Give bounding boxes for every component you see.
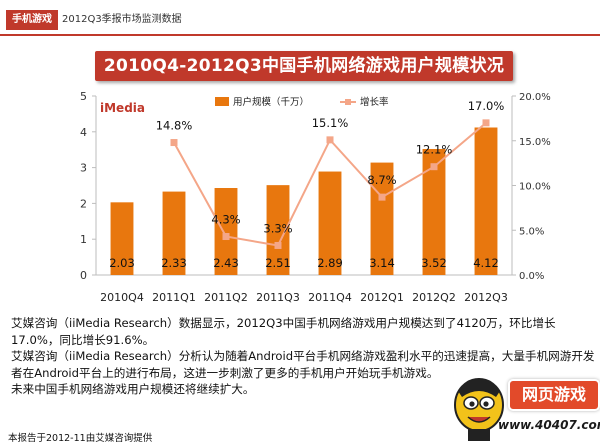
y-right-tick-label: 0.0% [519,271,544,282]
y-left-tick-label: 2 [80,197,87,210]
report-period: 2012Q3季报市场监测数据 [62,14,182,25]
y-left-tick-label: 3 [80,162,87,175]
x-tick-label: 2011Q1 [152,291,196,304]
description-paragraph-1: 艾媒咨询（iiMedia Research）数据显示，2012Q3中国手机网络游… [11,316,556,347]
legend-line-marker [345,99,351,105]
growth-rate-label: 17.0% [468,99,505,113]
chart-title: 2010Q4-2012Q3中国手机网络游戏用户规模状况 [103,56,505,76]
legend-line-label: 增长率 [360,96,389,108]
description-paragraph-3: 未来中国手机网络游戏用户规模还将继续扩大。 [11,382,255,396]
growth-rate-label: 4.3% [211,213,240,227]
y-right-tick-label: 20.0% [519,92,551,103]
bar-value-label: 4.12 [473,256,499,270]
description: 艾媒咨询（iiMedia Research）数据显示，2012Q3中国手机网络游… [11,315,595,398]
footer-note: 本报告于2012-11由艾媒咨询提供 [8,433,153,444]
bar-value-label: 2.33 [161,256,187,270]
bar-value-label: 2.43 [213,256,239,270]
top-divider [0,34,600,36]
y-left-tick-label: 5 [80,90,87,103]
bar [318,171,342,275]
legend-bar-swatch [215,97,229,106]
bar-value-label: 2.03 [109,256,135,270]
bar [422,148,446,275]
y-left-tick-label: 1 [80,233,87,246]
description-paragraph-2: 艾媒咨询（iiMedia Research）分析认为随着Android平台手机网… [11,349,595,380]
bar-value-label: 2.89 [317,256,343,270]
y-right-tick-label: 5.0% [519,226,544,237]
bar [266,185,290,275]
x-tick-label: 2012Q3 [464,291,508,304]
growth-rate-marker [430,163,438,171]
watermark: 网页游戏 www.40407.com [448,371,600,448]
growth-rate-label: 8.7% [367,173,396,187]
title-banner: 2010Q4-2012Q3中国手机网络游戏用户规模状况 [95,51,513,81]
category-tag: 手机游戏 [6,10,58,30]
x-tick-label: 2012Q1 [360,291,404,304]
growth-rate-label: 3.3% [263,221,292,235]
growth-rate-label: 12.1% [416,143,453,157]
x-tick-label: 2011Q2 [204,291,248,304]
growth-rate-marker [274,241,282,249]
logo-background [98,98,162,116]
growth-rate-label: 15.1% [312,116,349,130]
x-tick-label: 2011Q3 [256,291,300,304]
y-left-tick-label: 0 [80,269,87,282]
watermark-badge: 网页游戏 [508,379,600,411]
top-bar: 手机游戏 2012Q3季报市场监测数据 [0,0,600,40]
bar-value-label: 3.52 [421,256,447,270]
growth-rate-marker [482,119,490,127]
x-tick-label: 2011Q4 [308,291,352,304]
growth-rate-marker [326,136,334,144]
bar-value-label: 2.51 [265,256,291,270]
bar [214,188,238,275]
y-left-tick-label: 4 [80,126,87,139]
bar [162,191,186,275]
imedia-logo: iMedia [100,101,145,115]
bar [474,127,498,275]
x-tick-label: 2012Q2 [412,291,456,304]
bar [110,202,134,275]
mascot-icon [454,378,504,441]
x-tick-label: 2010Q4 [100,291,144,304]
y-right-tick-label: 10.0% [519,182,551,193]
y-right-tick-label: 15.0% [519,137,551,148]
legend-bar-label: 用户规模（千万） [233,96,309,108]
chart: 0 1 2 3 4 5 0.0% 5.0% 10.0% 15.0% 20.0% iMedia 用户规模（… [80,90,551,304]
growth-rate-label: 14.8% [156,119,193,133]
growth-rate-marker [170,139,178,147]
growth-rate-marker [222,233,230,241]
watermark-url: www.40407.com [498,418,600,432]
bar-value-label: 3.14 [369,256,395,270]
growth-rate-marker [378,193,386,201]
